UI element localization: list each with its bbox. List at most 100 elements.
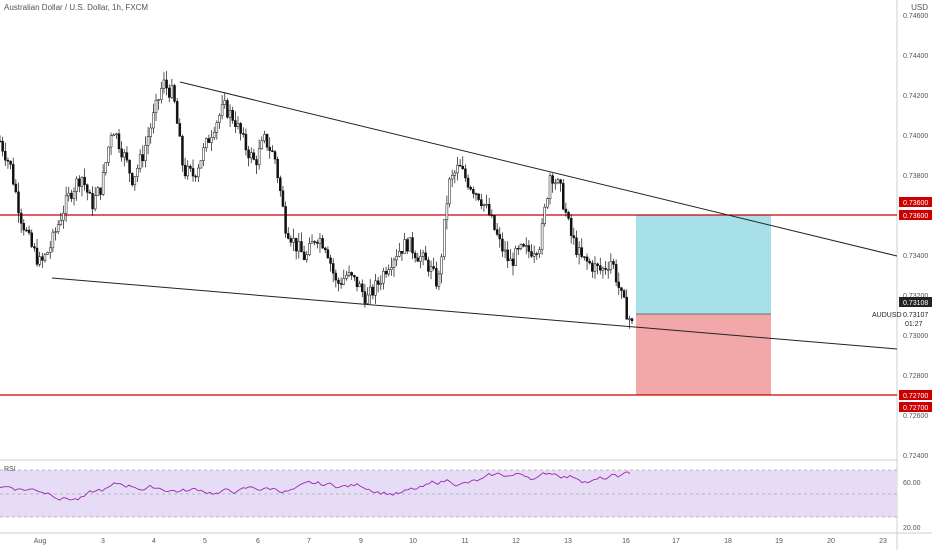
candle [289, 235, 293, 247]
stop-zone[interactable] [636, 314, 771, 395]
y-tick-label: 0.74600 [903, 13, 928, 20]
candle [440, 253, 443, 284]
candle [530, 244, 533, 258]
candle [141, 145, 145, 168]
candle [400, 251, 404, 261]
y-tick-label: 0.72600 [903, 413, 928, 420]
candle [347, 265, 351, 278]
candle [546, 197, 549, 209]
candle [1, 136, 4, 157]
candle [453, 169, 457, 184]
upper-trendline[interactable] [179, 81, 898, 257]
x-tick-label: 10 [409, 538, 417, 545]
candle [0, 135, 2, 143]
candle [469, 185, 472, 191]
candle [596, 262, 599, 275]
x-tick-label: 16 [622, 538, 630, 545]
candle [477, 193, 480, 202]
candle [133, 176, 137, 191]
candle [35, 238, 39, 267]
candle [46, 251, 49, 255]
lower-trendline[interactable] [51, 277, 898, 350]
candle [43, 252, 47, 263]
y-tick-label: 0.74000 [903, 133, 928, 140]
x-tick-label: 17 [672, 538, 680, 545]
x-tick-label: 6 [256, 538, 260, 545]
candle [379, 275, 383, 291]
candle [64, 186, 68, 222]
candle [59, 212, 63, 226]
last-price-label: 0.73107 [903, 312, 928, 319]
candle [223, 92, 227, 109]
candle [429, 260, 433, 280]
target-zone[interactable] [636, 215, 771, 314]
x-tick-label: 23 [879, 538, 887, 545]
candle [128, 159, 131, 182]
candle [334, 269, 338, 288]
x-tick-label: 7 [307, 538, 311, 545]
candle [495, 223, 499, 237]
candle [115, 132, 118, 139]
x-tick-label: 9 [359, 538, 363, 545]
candle [458, 159, 462, 167]
candle [540, 218, 544, 255]
candle [593, 256, 597, 279]
candle [205, 137, 208, 152]
candle [279, 175, 282, 197]
candle [9, 160, 12, 170]
candle [609, 253, 613, 274]
rsi-tick-20: 20.00 [903, 525, 921, 532]
upper-level-tags: 0.73600 0.73600 [899, 197, 932, 220]
candle [165, 71, 168, 96]
candle [70, 189, 73, 203]
candle [300, 232, 303, 253]
candle [509, 249, 512, 262]
candle [19, 208, 23, 233]
candle [326, 246, 330, 259]
lower-level-tag-dup: 0.72700 [903, 405, 928, 412]
candle [316, 239, 319, 249]
candle [191, 159, 195, 182]
candle [527, 240, 531, 259]
candle [305, 250, 308, 263]
candle [54, 227, 57, 241]
candle [321, 234, 324, 249]
candle [117, 129, 121, 153]
candle [461, 156, 465, 170]
candle [474, 192, 478, 201]
candle [199, 160, 203, 169]
candle [67, 186, 71, 202]
candle [620, 287, 623, 299]
candle [551, 173, 554, 193]
price-axis[interactable]: 0.74600 0.74400 0.74200 0.74000 0.73800 0.734… [903, 13, 928, 460]
candle [617, 272, 621, 295]
candle [96, 186, 100, 197]
candle [101, 164, 105, 196]
chart-title: Australian Dollar / U.S. Dollar, 1h, FXC… [4, 3, 149, 12]
candle [522, 242, 525, 248]
candle [485, 194, 488, 209]
candle [93, 186, 97, 212]
candle [416, 252, 420, 262]
x-tick-label: 5 [203, 538, 207, 545]
candle [226, 98, 229, 119]
candle [30, 229, 33, 249]
candle [263, 130, 266, 144]
candle [577, 241, 581, 265]
candle [17, 182, 20, 223]
candle [157, 98, 160, 110]
candle [260, 136, 264, 150]
candle [514, 245, 517, 267]
candle [604, 261, 607, 275]
candle [112, 133, 115, 137]
candle [403, 233, 406, 254]
candle [503, 240, 507, 259]
candle [517, 245, 520, 255]
time-axis[interactable]: Aug 3 4 5 6 7 9 10 11 12 13 16 17 18 19 20 23 [34, 538, 887, 545]
candle [480, 193, 483, 210]
candle [443, 219, 446, 260]
candle [387, 264, 390, 277]
candle [33, 242, 36, 252]
candle [22, 219, 26, 236]
